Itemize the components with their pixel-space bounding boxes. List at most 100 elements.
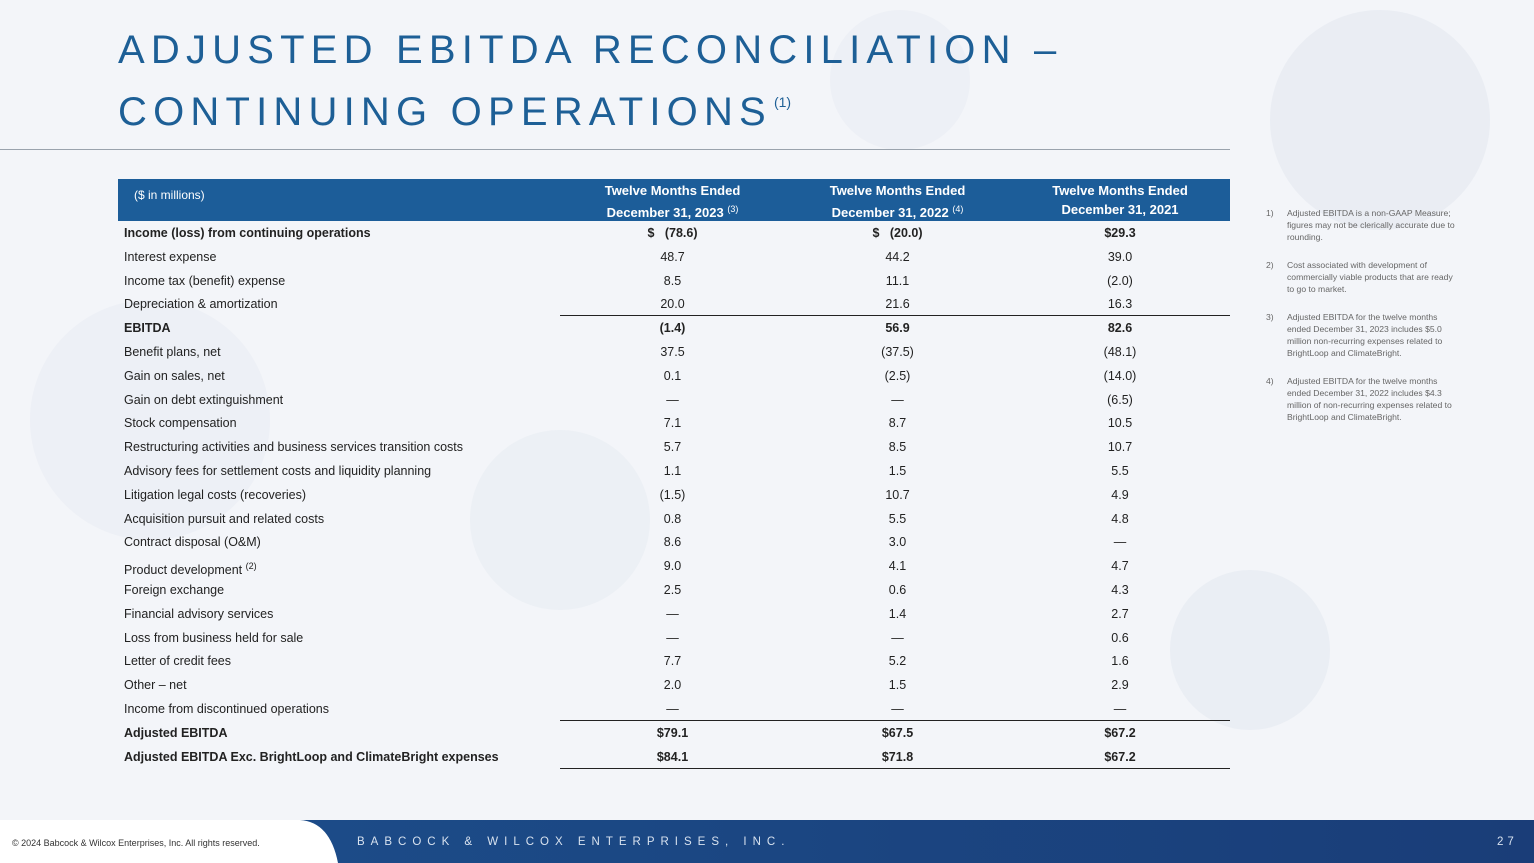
cell-value: $67.2 <box>1104 749 1136 764</box>
cell-value: 82.6 <box>1107 321 1133 336</box>
cell-value: — <box>891 630 904 645</box>
cell-value: 4.7 <box>1111 559 1129 574</box>
header-line: December 31, 2021 <box>1010 200 1230 219</box>
cell-value: 0.6 <box>888 583 907 597</box>
row-label: Income from discontinued operations <box>124 697 329 721</box>
row-label-text: Interest expense <box>124 249 217 264</box>
cell-value: 2.5 <box>663 583 682 597</box>
cell-value: $71.8 <box>881 749 914 764</box>
cell-value: $ (78.6) <box>647 226 698 240</box>
row-label: Interest expense <box>124 245 216 269</box>
row-label-text: Foreign exchange <box>124 583 225 597</box>
cell-value: 10.5 <box>1107 416 1133 431</box>
cell-value: 11.1 <box>885 273 910 288</box>
row-label-text: Depreciation & amortization <box>124 297 278 312</box>
title-text: CONTINUING OPERATIONS <box>118 90 772 134</box>
row-label-text: Letter of credit fees <box>124 654 232 669</box>
column-header: Twelve Months Ended December 31, 2022 (4) <box>785 181 1010 222</box>
cell-value: 4.8 <box>1111 511 1129 526</box>
cell-value: 7.7 <box>663 654 682 669</box>
footnote: 4) Adjusted EBITDA for the twelve months … <box>1266 375 1462 423</box>
cell-value: 5.5 <box>888 511 907 526</box>
cell-value: 8.7 <box>888 416 907 431</box>
cell-value: $29.3 <box>1104 226 1136 240</box>
cell-value: (2.0) <box>1107 273 1133 288</box>
header-date: December 31, 2021 <box>1061 202 1179 217</box>
row-label-text: EBITDA <box>124 321 171 336</box>
cell-value: 39.0 <box>1107 249 1133 264</box>
cell-value: $ (20.0) <box>872 226 923 240</box>
footnote: 3) Adjusted EBITDA for the twelve months … <box>1266 311 1462 359</box>
row-label-text: Restructuring activities and business se… <box>124 440 464 455</box>
row-label-text: Advisory fees for settlement costs and l… <box>124 464 432 478</box>
footnote-text: Adjusted EBITDA for the twelve months en… <box>1287 376 1452 422</box>
row-label-text: Adjusted EBITDA Exc. BrightLoop and Clim… <box>124 749 499 764</box>
cell-value: 16.3 <box>1107 297 1133 312</box>
cell-value: 0.6 <box>1111 630 1129 645</box>
copyright: © 2024 Babcock & Wilcox Enterprises, Inc… <box>12 838 260 848</box>
footnote-text: Adjusted EBITDA is a non-GAAP Measure; f… <box>1287 208 1455 242</box>
cell-value: $79.1 <box>656 725 689 740</box>
row-label-text: Financial advisory services <box>124 606 274 621</box>
cell-value: 44.2 <box>885 249 910 264</box>
row-label-text: Benefit plans, net <box>124 345 221 359</box>
row-label-text: Acquisition pursuit and related costs <box>124 511 325 526</box>
cell-value: (1.4) <box>659 321 686 336</box>
row-label: Depreciation & amortization <box>124 292 278 316</box>
corner-label: ($ in millions) <box>134 188 205 202</box>
cell-value: 4.1 <box>888 559 907 574</box>
cell-value: 4.9 <box>1111 487 1129 502</box>
row-note: (2) <box>245 561 257 572</box>
cell-value: $67.2 <box>1104 725 1136 740</box>
row-label-text: Income (loss) from continuing operations <box>124 226 371 240</box>
cell-value: 1.5 <box>888 464 907 478</box>
cell-value: 37.5 <box>660 345 685 359</box>
cell-value: (1.5) <box>659 487 686 502</box>
cell-value: — <box>891 702 904 716</box>
row-label-text: Litigation legal costs (recoveries) <box>124 487 307 502</box>
cell-value: $84.1 <box>656 749 689 764</box>
header-line: Twelve Months Ended <box>604 183 741 198</box>
footnote-number: 2) <box>1266 260 1274 270</box>
row-label: Advisory fees for settlement costs and l… <box>124 459 431 483</box>
header-line: Twelve Months Ended <box>1052 183 1188 198</box>
row-label-text: Income from discontinued operations <box>124 702 329 716</box>
row-label-text: Adjusted EBITDA <box>124 725 228 740</box>
footnote: 1) Adjusted EBITDA is a non-GAAP Measure;… <box>1266 207 1462 243</box>
company-name: BABCOCK & WILCOX ENTERPRISES, INC. <box>357 836 791 848</box>
row-label: Financial advisory services <box>124 602 273 626</box>
cell-value: — <box>666 606 679 621</box>
cell-value: 2.9 <box>1111 678 1129 693</box>
cell-value: 2.7 <box>1111 606 1129 621</box>
row-label: Foreign exchange <box>124 578 224 602</box>
cell-value: (2.5) <box>884 368 911 383</box>
row-rule <box>560 720 1230 721</box>
row-label: Benefit plans, net <box>124 340 221 364</box>
row-label: Litigation legal costs (recoveries) <box>124 483 306 507</box>
footnote-text: Cost associated with development of comm… <box>1287 260 1453 294</box>
row-label: Letter of credit fees <box>124 649 231 673</box>
row-label: Income tax (benefit) expense <box>124 269 285 293</box>
title-line: ADJUSTED EBITDA RECONCILIATION – <box>118 28 1063 72</box>
cell-value: 0.1 <box>663 368 682 383</box>
cell-value: 1.5 <box>888 678 907 693</box>
cell-value: 1.1 <box>663 464 682 478</box>
row-label: EBITDA <box>124 316 171 340</box>
row-rule <box>560 768 1230 769</box>
row-label-text: Stock compensation <box>124 416 237 431</box>
cell-value: 1.4 <box>888 606 907 621</box>
cell-value: — <box>666 702 679 716</box>
column-header: Twelve Months Ended December 31, 2023 (3) <box>560 181 785 222</box>
row-label: Gain on sales, net <box>124 364 225 388</box>
header-line: Twelve Months Ended <box>829 183 966 198</box>
cell-value: $67.5 <box>881 725 914 740</box>
row-label: Gain on debt extinguishment <box>124 388 283 412</box>
cell-value: 1.6 <box>1111 654 1129 669</box>
cell-value: (37.5) <box>881 345 914 359</box>
row-label: Restructuring activities and business se… <box>124 435 463 459</box>
row-label: Stock compensation <box>124 411 237 435</box>
cell-value: 56.9 <box>885 321 910 336</box>
cell-value: (48.1) <box>1103 345 1137 359</box>
cell-value: 3.0 <box>888 535 907 550</box>
cell-value: (14.0) <box>1103 368 1137 383</box>
